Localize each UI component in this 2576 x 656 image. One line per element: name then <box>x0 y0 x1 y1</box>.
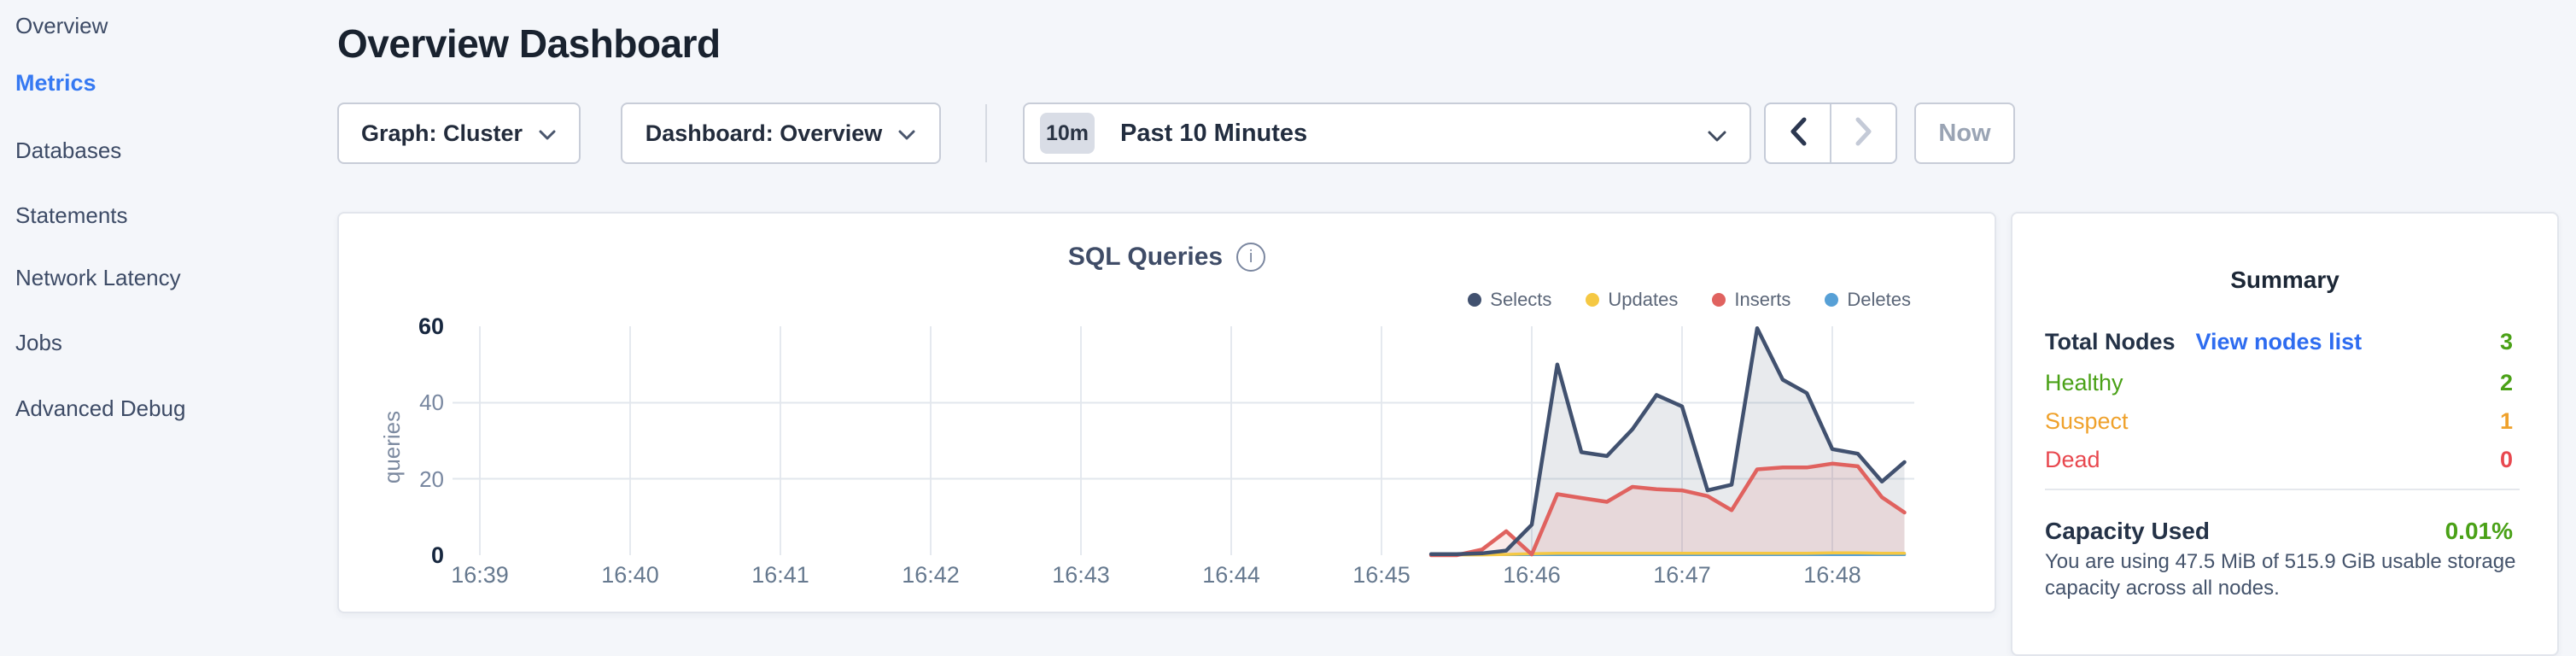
sidebar-item-statements[interactable]: Statements <box>15 202 128 228</box>
y-axis-tick-label: 0 <box>430 542 444 568</box>
time-range-selector[interactable]: 10m Past 10 Minutes <box>1023 102 1751 164</box>
chevron-down-icon <box>897 120 916 147</box>
legend-item-updates: Updates <box>1586 289 1678 311</box>
page-title: Overview Dashboard <box>337 21 721 66</box>
chevron-down-icon <box>1707 130 1727 147</box>
sidebar-item-network-latency[interactable]: Network Latency <box>15 264 181 290</box>
updates-dot-icon <box>1586 293 1600 307</box>
deletes-dot-icon <box>1825 293 1839 307</box>
summary-row-suspect: Suspect 1 <box>2045 407 2513 434</box>
chevron-left-icon <box>1788 116 1808 151</box>
sidebar-item-overview[interactable]: Overview <box>15 12 108 38</box>
capacity-used-value: 0.01% <box>2445 518 2513 544</box>
chevron-right-icon <box>1854 116 1874 151</box>
summary-row-healthy: Healthy 2 <box>2045 369 2513 395</box>
x-axis-tick-label: 16:45 <box>1352 562 1411 588</box>
legend-item-deletes: Deletes <box>1825 289 1911 311</box>
summary-row-dead: Dead 0 <box>2045 446 2513 472</box>
info-icon[interactable]: i <box>1236 243 1266 272</box>
capacity-description: You are using 47.5 MiB of 515.9 GiB usab… <box>2045 550 2516 600</box>
legend-item-inserts: Inserts <box>1712 289 1790 311</box>
time-range-badge: 10m <box>1040 113 1095 154</box>
now-button[interactable]: Now <box>1914 102 2015 164</box>
y-axis-tick-label: 40 <box>419 390 444 416</box>
prev-time-window-button[interactable] <box>1766 104 1831 162</box>
toolbar-divider <box>985 104 987 162</box>
dead-value: 0 <box>2499 446 2513 472</box>
next-time-window-button[interactable] <box>1831 104 1895 162</box>
summary-divider <box>2045 489 2520 490</box>
chart-header: SQL Queries i <box>339 243 1995 272</box>
sidebar-item-advanced-debug[interactable]: Advanced Debug <box>15 395 186 421</box>
x-axis-tick-label: 16:48 <box>1803 562 1861 588</box>
graph-scope-dropdown[interactable]: Graph: Cluster <box>337 102 581 164</box>
chevron-down-icon <box>538 120 557 147</box>
summary-row-total-nodes: Total Nodes View nodes list 3 <box>2045 328 2513 354</box>
dashboard-dropdown[interactable]: Dashboard: Overview <box>621 102 941 164</box>
y-axis-tick-label: 60 <box>418 313 444 339</box>
x-axis-tick-label: 16:43 <box>1052 562 1110 588</box>
time-range-label: Past 10 Minutes <box>1120 119 1308 147</box>
time-window-arrows <box>1764 102 1897 164</box>
total-nodes-value: 3 <box>2499 328 2513 354</box>
summary-panel: Summary Total Nodes View nodes list 3 He… <box>2011 212 2559 656</box>
x-axis-tick-label: 16:46 <box>1503 562 1561 588</box>
x-axis-tick-label: 16:42 <box>902 562 960 588</box>
chart-title: SQL Queries <box>1067 243 1224 271</box>
healthy-value: 2 <box>2499 369 2513 395</box>
x-axis-tick-label: 16:44 <box>1202 562 1260 588</box>
sidebar-item-metrics[interactable]: Metrics <box>15 69 96 96</box>
summary-title: Summary <box>2230 266 2339 293</box>
chart-legend: Selects Updates Inserts Deletes <box>1468 289 1911 311</box>
selects-dot-icon <box>1468 293 1482 307</box>
x-axis-tick-label: 16:41 <box>751 562 809 588</box>
sidebar: Overview Metrics Databases Statements Ne… <box>0 0 324 624</box>
suspect-value: 1 <box>2499 407 2513 434</box>
summary-row-capacity: Capacity Used 0.01% <box>2045 518 2513 544</box>
x-axis-tick-label: 16:39 <box>451 562 509 588</box>
sql-queries-chart[interactable] <box>339 214 1995 612</box>
inserts-dot-icon <box>1712 293 1726 307</box>
now-button-label: Now <box>1938 119 1991 147</box>
x-axis-tick-label: 16:47 <box>1653 562 1711 588</box>
dashboard-label: Dashboard: Overview <box>645 120 883 146</box>
view-nodes-list-link[interactable]: View nodes list <box>2195 328 2363 354</box>
sidebar-item-jobs[interactable]: Jobs <box>15 329 62 355</box>
graph-scope-label: Graph: Cluster <box>360 120 523 146</box>
x-axis-tick-label: 16:40 <box>601 562 659 588</box>
y-axis-tick-label: 20 <box>419 466 444 492</box>
legend-item-selects: Selects <box>1468 289 1551 311</box>
sidebar-item-databases[interactable]: Databases <box>15 137 122 163</box>
sql-queries-chart-card: SQL Queries i Selects Updates Inserts De… <box>337 212 1996 613</box>
